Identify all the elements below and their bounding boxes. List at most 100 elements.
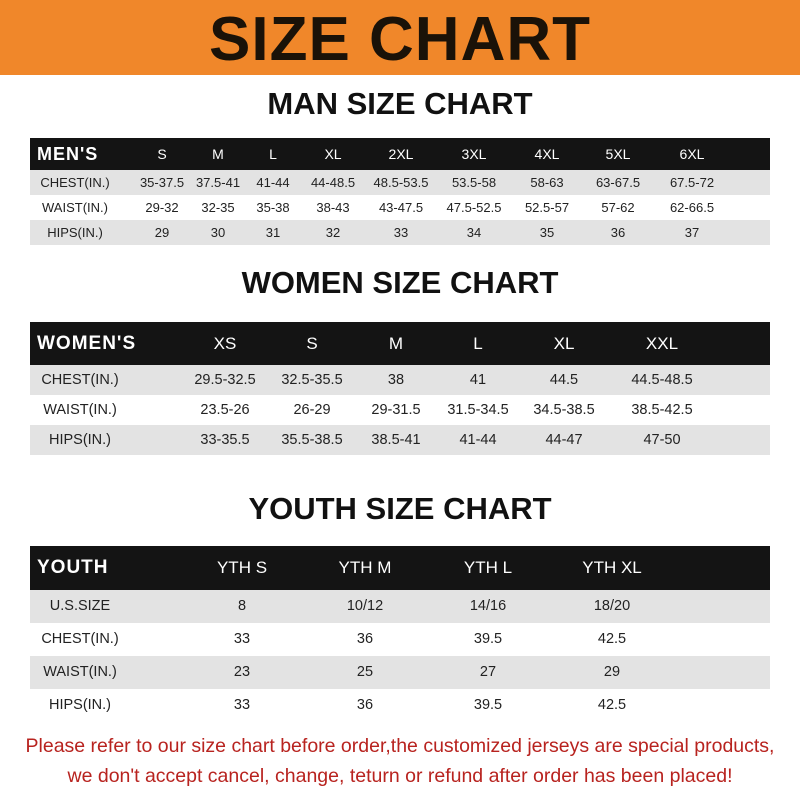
table-cell: 29.5-32.5 [194, 372, 256, 388]
order-notice: Please refer to our size chart before or… [0, 731, 800, 791]
table-cell: 62-66.5 [669, 200, 715, 215]
men-table-row: CHEST(IN.) 35-37.5 37.5-41 41-44 44-48.5 48.5… [30, 170, 770, 195]
table-cell: 36 [356, 697, 374, 713]
table-cell: 29-32 [145, 200, 179, 215]
table-label: WOMEN'S [37, 333, 137, 354]
table-cell: 33-35.5 [200, 432, 250, 448]
notice-line-1: Please refer to our size chart before or… [25, 735, 775, 757]
size-header: XXL [645, 334, 679, 353]
youth-table-row: WAIST(IN.) 23 25 27 29 [30, 656, 770, 689]
women-table-row: CHEST(IN.) 29.5-32.5 32.5-35.5 38 41 44.5 44.5… [30, 365, 770, 395]
table-cell: 38.5-41 [371, 432, 421, 448]
size-header: M [388, 334, 404, 353]
size-header: 3XL [461, 146, 487, 162]
table-cell: 33 [233, 697, 251, 713]
table-cell: 39.5 [473, 631, 503, 647]
table-cell: 27 [479, 664, 497, 680]
table-cell: 34.5-38.5 [533, 402, 595, 418]
table-cell: 33 [393, 225, 409, 240]
size-header: S [157, 146, 167, 162]
size-header: S [306, 334, 318, 353]
table-cell: 31.5-34.5 [447, 402, 509, 418]
table-cell: 32-35 [201, 200, 235, 215]
youth-table-row: HIPS(IN.) 33 36 39.5 42.5 [30, 689, 770, 722]
size-header: L [269, 146, 277, 162]
table-cell: 18/20 [593, 598, 631, 614]
table-cell: 41-44 [256, 175, 290, 190]
size-header: YTH M [338, 558, 392, 577]
table-cell: 32.5-35.5 [281, 372, 343, 388]
women-header-row: WOMEN'S XS S M L XL XXL [30, 322, 770, 365]
women-section-title: WOMEN SIZE CHART [241, 265, 559, 300]
table-cell: 23.5-26 [200, 402, 250, 418]
table-cell: 41 [469, 372, 487, 388]
table-cell: 34 [466, 225, 482, 240]
table-cell: 36 [356, 631, 374, 647]
table-cell: 44-47 [545, 432, 583, 448]
men-section-title: MAN SIZE CHART [267, 86, 533, 121]
table-cell: 42.5 [597, 697, 627, 713]
size-header: L [473, 334, 483, 353]
size-header: 5XL [605, 146, 631, 162]
measure-label: HIPS(IN.) [48, 697, 112, 713]
measure-label: WAIST(IN.) [42, 200, 108, 215]
table-cell: 48.5-53.5 [373, 175, 429, 190]
table-cell: 30 [210, 225, 226, 240]
measure-label: U.S.SIZE [49, 598, 111, 614]
table-cell: 31 [265, 225, 281, 240]
size-header: 4XL [534, 146, 560, 162]
women-table-row: WAIST(IN.) 23.5-26 26-29 29-31.5 31.5-34.5 34… [30, 395, 770, 425]
youth-table-row: CHEST(IN.) 33 36 39.5 42.5 [30, 623, 770, 656]
youth-table-row: U.S.SIZE 8 10/12 14/16 18/20 [30, 590, 770, 623]
title-banner: SIZE CHART [0, 0, 800, 75]
table-cell: 32 [325, 225, 341, 240]
size-header: YTH L [463, 558, 513, 577]
youth-header-row: YOUTH YTH S YTH M YTH L YTH XL [30, 546, 770, 590]
table-cell: 43-47.5 [378, 200, 424, 215]
size-header: YTH XL [582, 558, 642, 577]
table-cell: 67.5-72 [669, 175, 715, 190]
size-header: M [212, 146, 224, 162]
measure-label: CHEST(IN.) [40, 175, 110, 190]
table-cell: 38 [387, 372, 405, 388]
size-header: YTH S [216, 558, 268, 577]
size-header: 2XL [388, 146, 414, 162]
table-cell: 23 [233, 664, 251, 680]
table-cell: 35-37.5 [139, 175, 185, 190]
table-cell: 29-31.5 [371, 402, 421, 418]
table-cell: 52.5-57 [524, 200, 570, 215]
men-header-row: MEN'S S M L XL 2XL 3XL 4XL 5XL 6XL [30, 138, 770, 170]
size-header: XL [324, 146, 342, 162]
table-cell: 44-48.5 [310, 175, 356, 190]
table-cell: 53.5-58 [451, 175, 497, 190]
notice-line-2: we don't accept cancel, change, teturn o… [67, 765, 733, 787]
men-table-row: WAIST(IN.) 29-32 32-35 35-38 38-43 43-47.5 47.… [30, 195, 770, 220]
table-label: MEN'S [37, 144, 99, 164]
measure-label: WAIST(IN.) [43, 402, 117, 418]
table-cell: 8 [237, 598, 247, 614]
measure-label: CHEST(IN.) [41, 372, 119, 388]
table-cell: 38-43 [316, 200, 350, 215]
table-cell: 63-67.5 [595, 175, 641, 190]
table-cell: 42.5 [597, 631, 627, 647]
table-cell: 41-44 [459, 432, 497, 448]
women-table-row: HIPS(IN.) 33-35.5 35.5-38.5 38.5-41 41-44 44-… [30, 425, 770, 455]
table-cell: 29 [154, 225, 170, 240]
table-cell: 39.5 [473, 697, 503, 713]
measure-label: CHEST(IN.) [41, 631, 119, 647]
measure-label: HIPS(IN.) [48, 432, 112, 448]
table-cell: 26-29 [293, 402, 331, 418]
measure-label: WAIST(IN.) [43, 664, 117, 680]
men-table-row: HIPS(IN.) 29 30 31 32 33 34 35 36 37 [30, 220, 770, 245]
table-cell: 47.5-52.5 [446, 200, 502, 215]
table-cell: 47-50 [643, 432, 681, 448]
table-cell: 14/16 [469, 598, 507, 614]
table-cell: 44.5-48.5 [631, 372, 693, 388]
table-label: YOUTH [37, 557, 109, 578]
table-cell: 33 [233, 631, 251, 647]
size-header: XS [213, 334, 237, 353]
banner-title: SIZE CHART [209, 5, 591, 74]
size-header: XL [553, 334, 575, 353]
table-cell: 10/12 [346, 598, 384, 614]
table-cell: 38.5-42.5 [631, 402, 693, 418]
